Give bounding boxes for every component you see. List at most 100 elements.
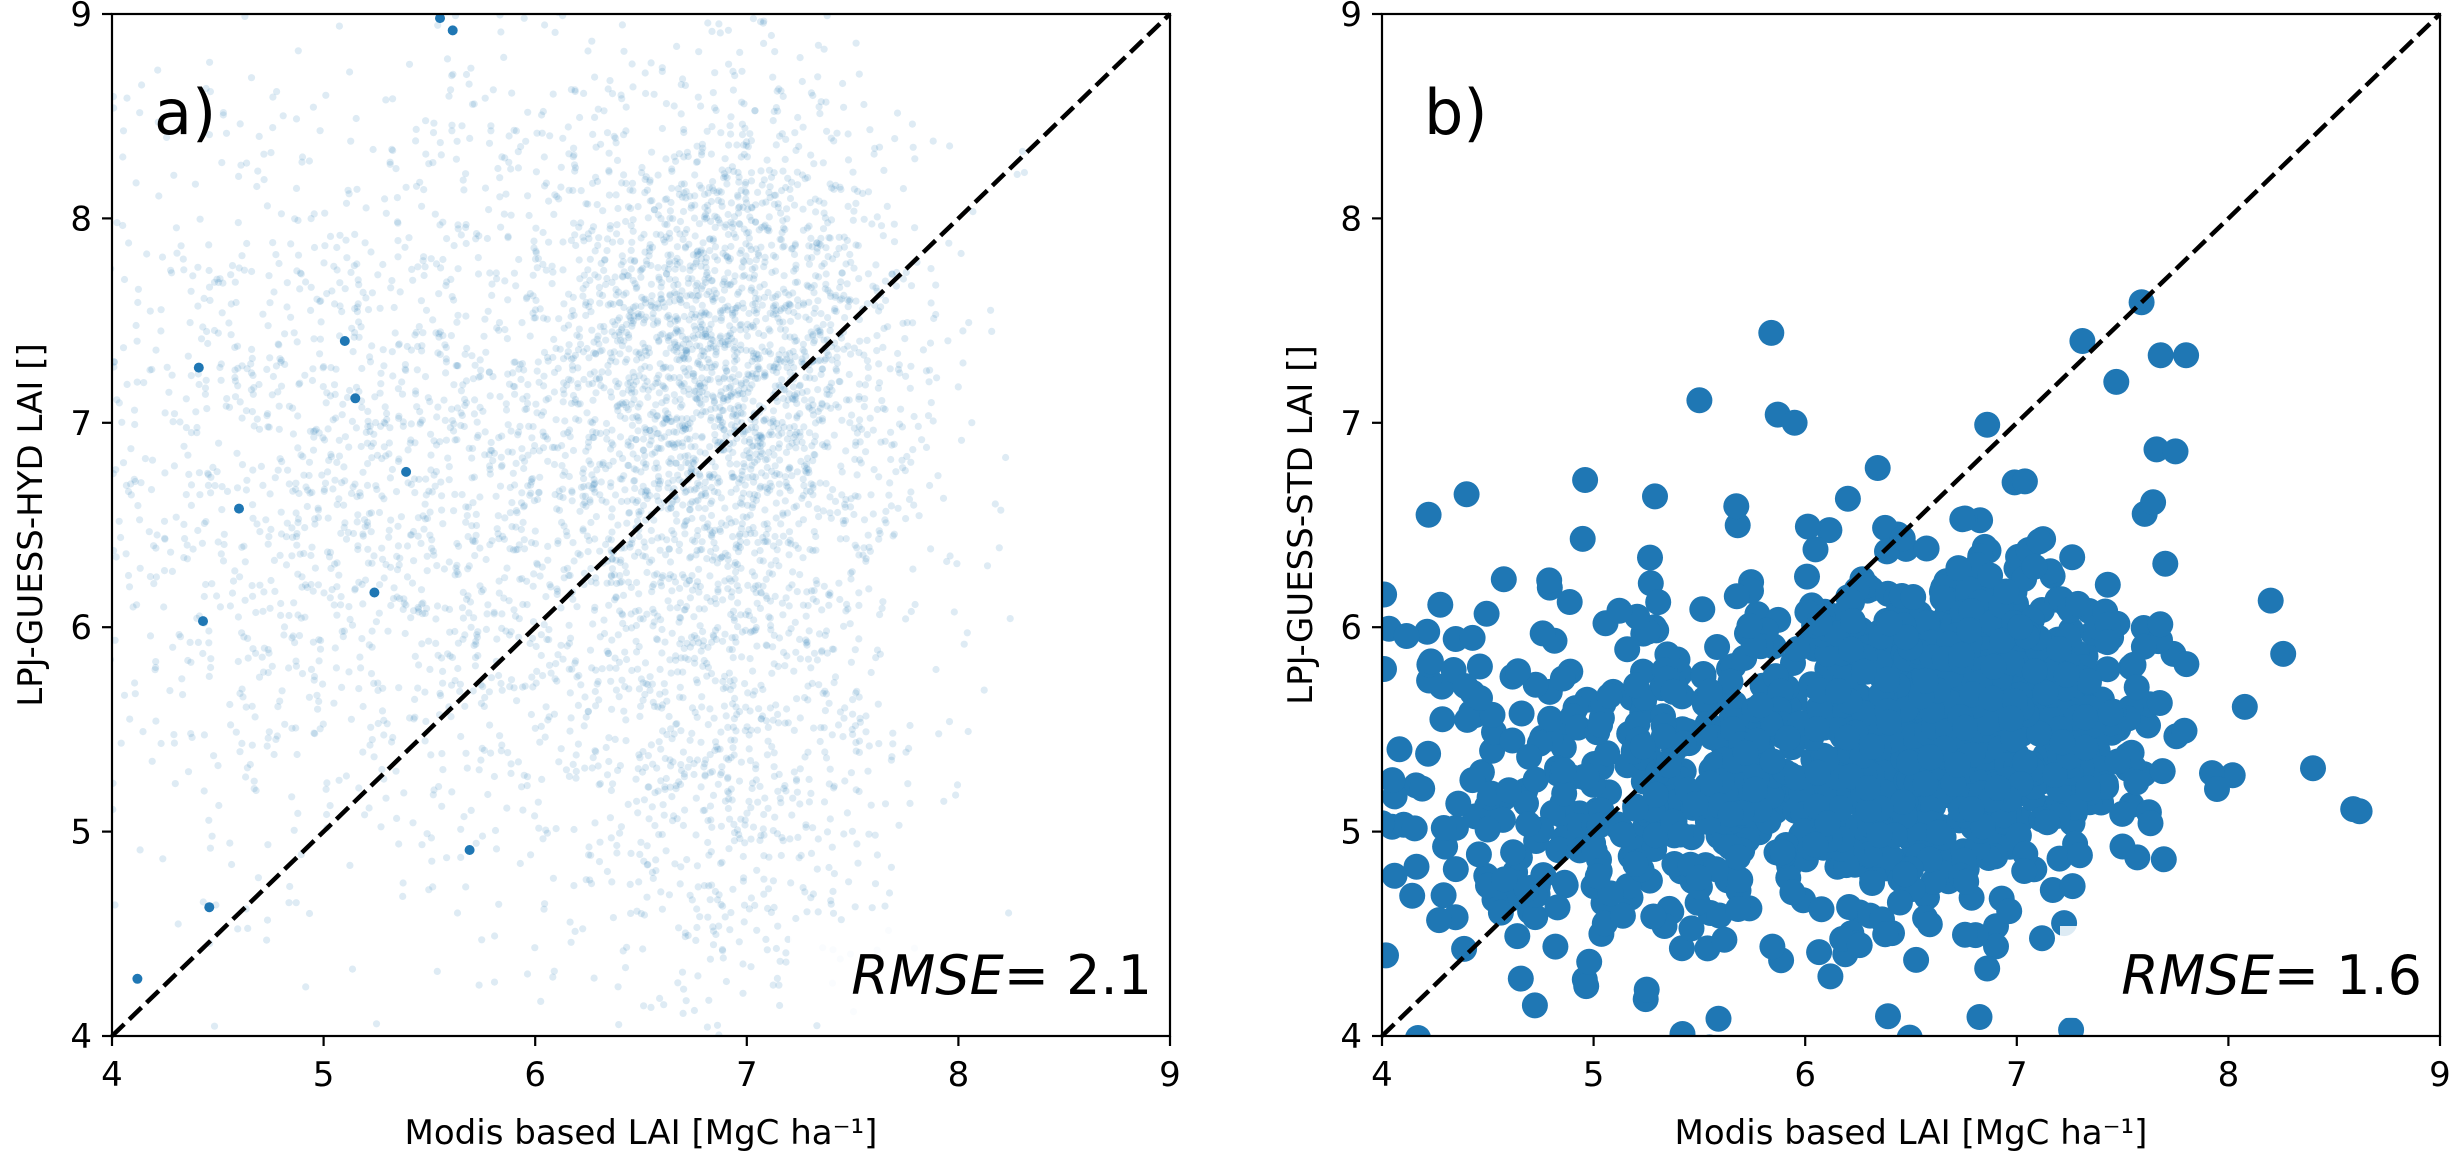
data-point bbox=[476, 582, 484, 590]
data-point bbox=[433, 413, 441, 421]
data-point bbox=[950, 608, 958, 616]
data-point bbox=[804, 696, 812, 704]
data-point bbox=[692, 676, 701, 684]
data-point bbox=[613, 156, 622, 164]
data-point bbox=[681, 933, 689, 941]
data-point bbox=[592, 173, 600, 181]
data-point bbox=[437, 692, 445, 700]
data-point bbox=[651, 464, 659, 472]
data-point bbox=[665, 337, 673, 345]
data-point bbox=[816, 737, 824, 746]
data-point bbox=[727, 382, 735, 390]
data-point bbox=[529, 309, 537, 317]
data-point bbox=[662, 415, 671, 423]
data-point bbox=[495, 900, 503, 908]
data-point bbox=[655, 738, 663, 746]
data-point bbox=[752, 424, 760, 432]
data-point bbox=[825, 234, 833, 242]
data-point bbox=[646, 247, 654, 255]
data-point bbox=[734, 391, 742, 399]
data-point bbox=[678, 571, 687, 579]
data-point bbox=[798, 438, 806, 446]
data-point bbox=[612, 285, 620, 293]
data-point bbox=[335, 776, 343, 784]
data-point bbox=[726, 677, 734, 685]
data-point bbox=[803, 638, 811, 646]
data-point bbox=[690, 632, 699, 640]
data-point bbox=[727, 421, 736, 429]
data-point bbox=[709, 178, 717, 186]
data-point bbox=[702, 214, 711, 222]
data-point bbox=[706, 705, 714, 713]
data-point bbox=[759, 825, 767, 833]
data-point bbox=[316, 335, 324, 343]
data-point bbox=[505, 597, 513, 605]
data-point bbox=[670, 297, 679, 305]
data-point bbox=[686, 486, 694, 494]
data-point bbox=[421, 737, 429, 745]
data-point bbox=[451, 490, 459, 498]
data-point bbox=[727, 593, 736, 601]
data-point bbox=[688, 345, 696, 353]
data-point bbox=[309, 587, 317, 595]
data-point bbox=[664, 251, 672, 259]
data-point bbox=[463, 511, 471, 520]
data-point bbox=[677, 727, 685, 735]
data-point bbox=[831, 673, 840, 681]
data-point bbox=[664, 440, 672, 448]
data-point bbox=[618, 676, 626, 684]
data-point bbox=[666, 459, 674, 468]
data-point bbox=[367, 528, 375, 536]
data-point bbox=[568, 307, 577, 315]
data-point bbox=[636, 349, 644, 357]
data-point bbox=[436, 139, 444, 147]
data-point bbox=[918, 436, 926, 444]
data-point bbox=[641, 248, 649, 256]
data-point bbox=[276, 551, 284, 560]
data-point bbox=[398, 390, 407, 398]
data-point bbox=[292, 662, 300, 670]
data-point bbox=[569, 293, 577, 301]
data-point bbox=[700, 384, 709, 392]
data-point bbox=[477, 366, 485, 374]
data-point bbox=[595, 234, 603, 242]
data-point bbox=[719, 947, 727, 955]
data-point bbox=[508, 499, 516, 507]
data-point bbox=[570, 144, 578, 152]
data-point bbox=[760, 39, 768, 48]
data-point bbox=[497, 28, 505, 36]
data-point bbox=[577, 340, 585, 348]
data-point bbox=[770, 451, 778, 459]
data-point bbox=[716, 391, 725, 399]
data-point bbox=[527, 851, 535, 859]
data-point bbox=[847, 658, 856, 666]
data-point bbox=[742, 189, 750, 197]
data-point bbox=[734, 599, 742, 607]
data-point bbox=[619, 258, 627, 266]
data-point bbox=[688, 310, 696, 319]
data-point bbox=[724, 26, 733, 34]
data-point bbox=[822, 98, 830, 106]
data-point bbox=[736, 499, 745, 507]
data-point bbox=[844, 342, 852, 350]
data-point bbox=[194, 263, 202, 271]
data-point bbox=[639, 945, 647, 953]
data-point bbox=[635, 878, 643, 886]
data-point bbox=[269, 124, 277, 132]
data-point bbox=[725, 332, 733, 340]
data-point bbox=[422, 306, 431, 314]
data-point bbox=[579, 501, 587, 509]
data-point bbox=[730, 365, 738, 373]
data-point bbox=[642, 299, 650, 307]
data-point bbox=[766, 341, 774, 349]
data-point bbox=[576, 551, 584, 559]
data-point bbox=[739, 960, 747, 968]
data-point bbox=[570, 161, 579, 169]
data-point bbox=[654, 534, 662, 542]
data-point bbox=[336, 231, 344, 239]
data-point bbox=[567, 714, 575, 722]
data-point bbox=[779, 837, 787, 845]
data-point bbox=[621, 964, 630, 972]
data-point bbox=[835, 579, 843, 587]
data-point bbox=[728, 796, 736, 804]
